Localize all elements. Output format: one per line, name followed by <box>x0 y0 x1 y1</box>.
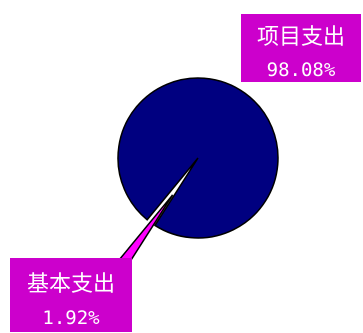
slice-label-basic-expenditure: 基本支出 1.92% <box>10 258 132 332</box>
slice-label-name-basic-expenditure: 基本支出 <box>27 272 115 297</box>
slice-label-project-expenditure: 项目支出 98.08% <box>241 14 361 82</box>
pie-slice-project-expenditure <box>117 77 279 239</box>
slice-label-name-project-expenditure: 项目支出 <box>257 25 345 50</box>
pie-slices <box>110 77 279 277</box>
slice-label-box-basic-expenditure <box>10 258 132 332</box>
slice-label-box-project-expenditure <box>241 14 361 82</box>
slice-label-value-basic-expenditure: 1.92% <box>42 307 100 329</box>
slice-label-value-project-expenditure: 98.08% <box>267 59 336 81</box>
